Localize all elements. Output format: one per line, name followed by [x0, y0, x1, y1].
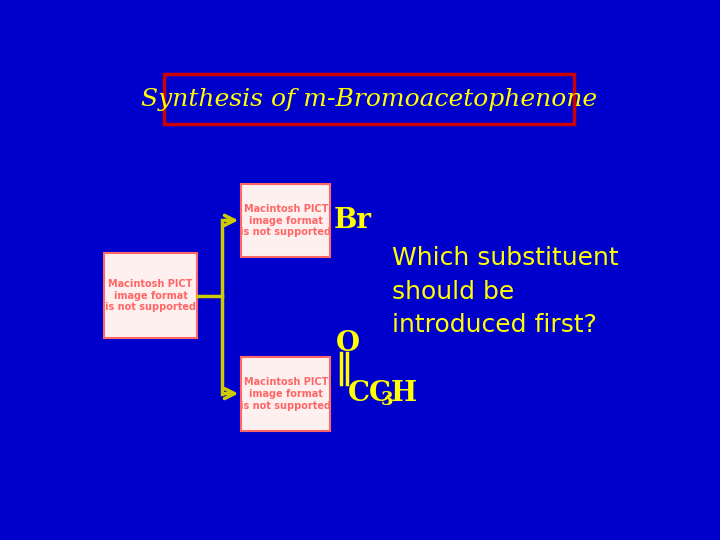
Text: CCH: CCH — [348, 380, 418, 407]
FancyBboxPatch shape — [241, 184, 330, 257]
Text: Which substituent
should be
introduced first?: Which substituent should be introduced f… — [392, 246, 619, 338]
Text: Br: Br — [334, 207, 372, 234]
Text: Macintosh PICT
image format
is not supported: Macintosh PICT image format is not suppo… — [105, 279, 196, 313]
Text: Synthesis of m-Bromoacetophenone: Synthesis of m-Bromoacetophenone — [141, 88, 597, 111]
Text: 3: 3 — [381, 391, 393, 409]
Text: Macintosh PICT
image format
is not supported: Macintosh PICT image format is not suppo… — [240, 377, 331, 410]
Text: Macintosh PICT
image format
is not supported: Macintosh PICT image format is not suppo… — [240, 204, 331, 237]
FancyBboxPatch shape — [241, 357, 330, 430]
FancyBboxPatch shape — [104, 253, 197, 338]
Text: O: O — [336, 330, 360, 357]
FancyBboxPatch shape — [163, 74, 575, 124]
